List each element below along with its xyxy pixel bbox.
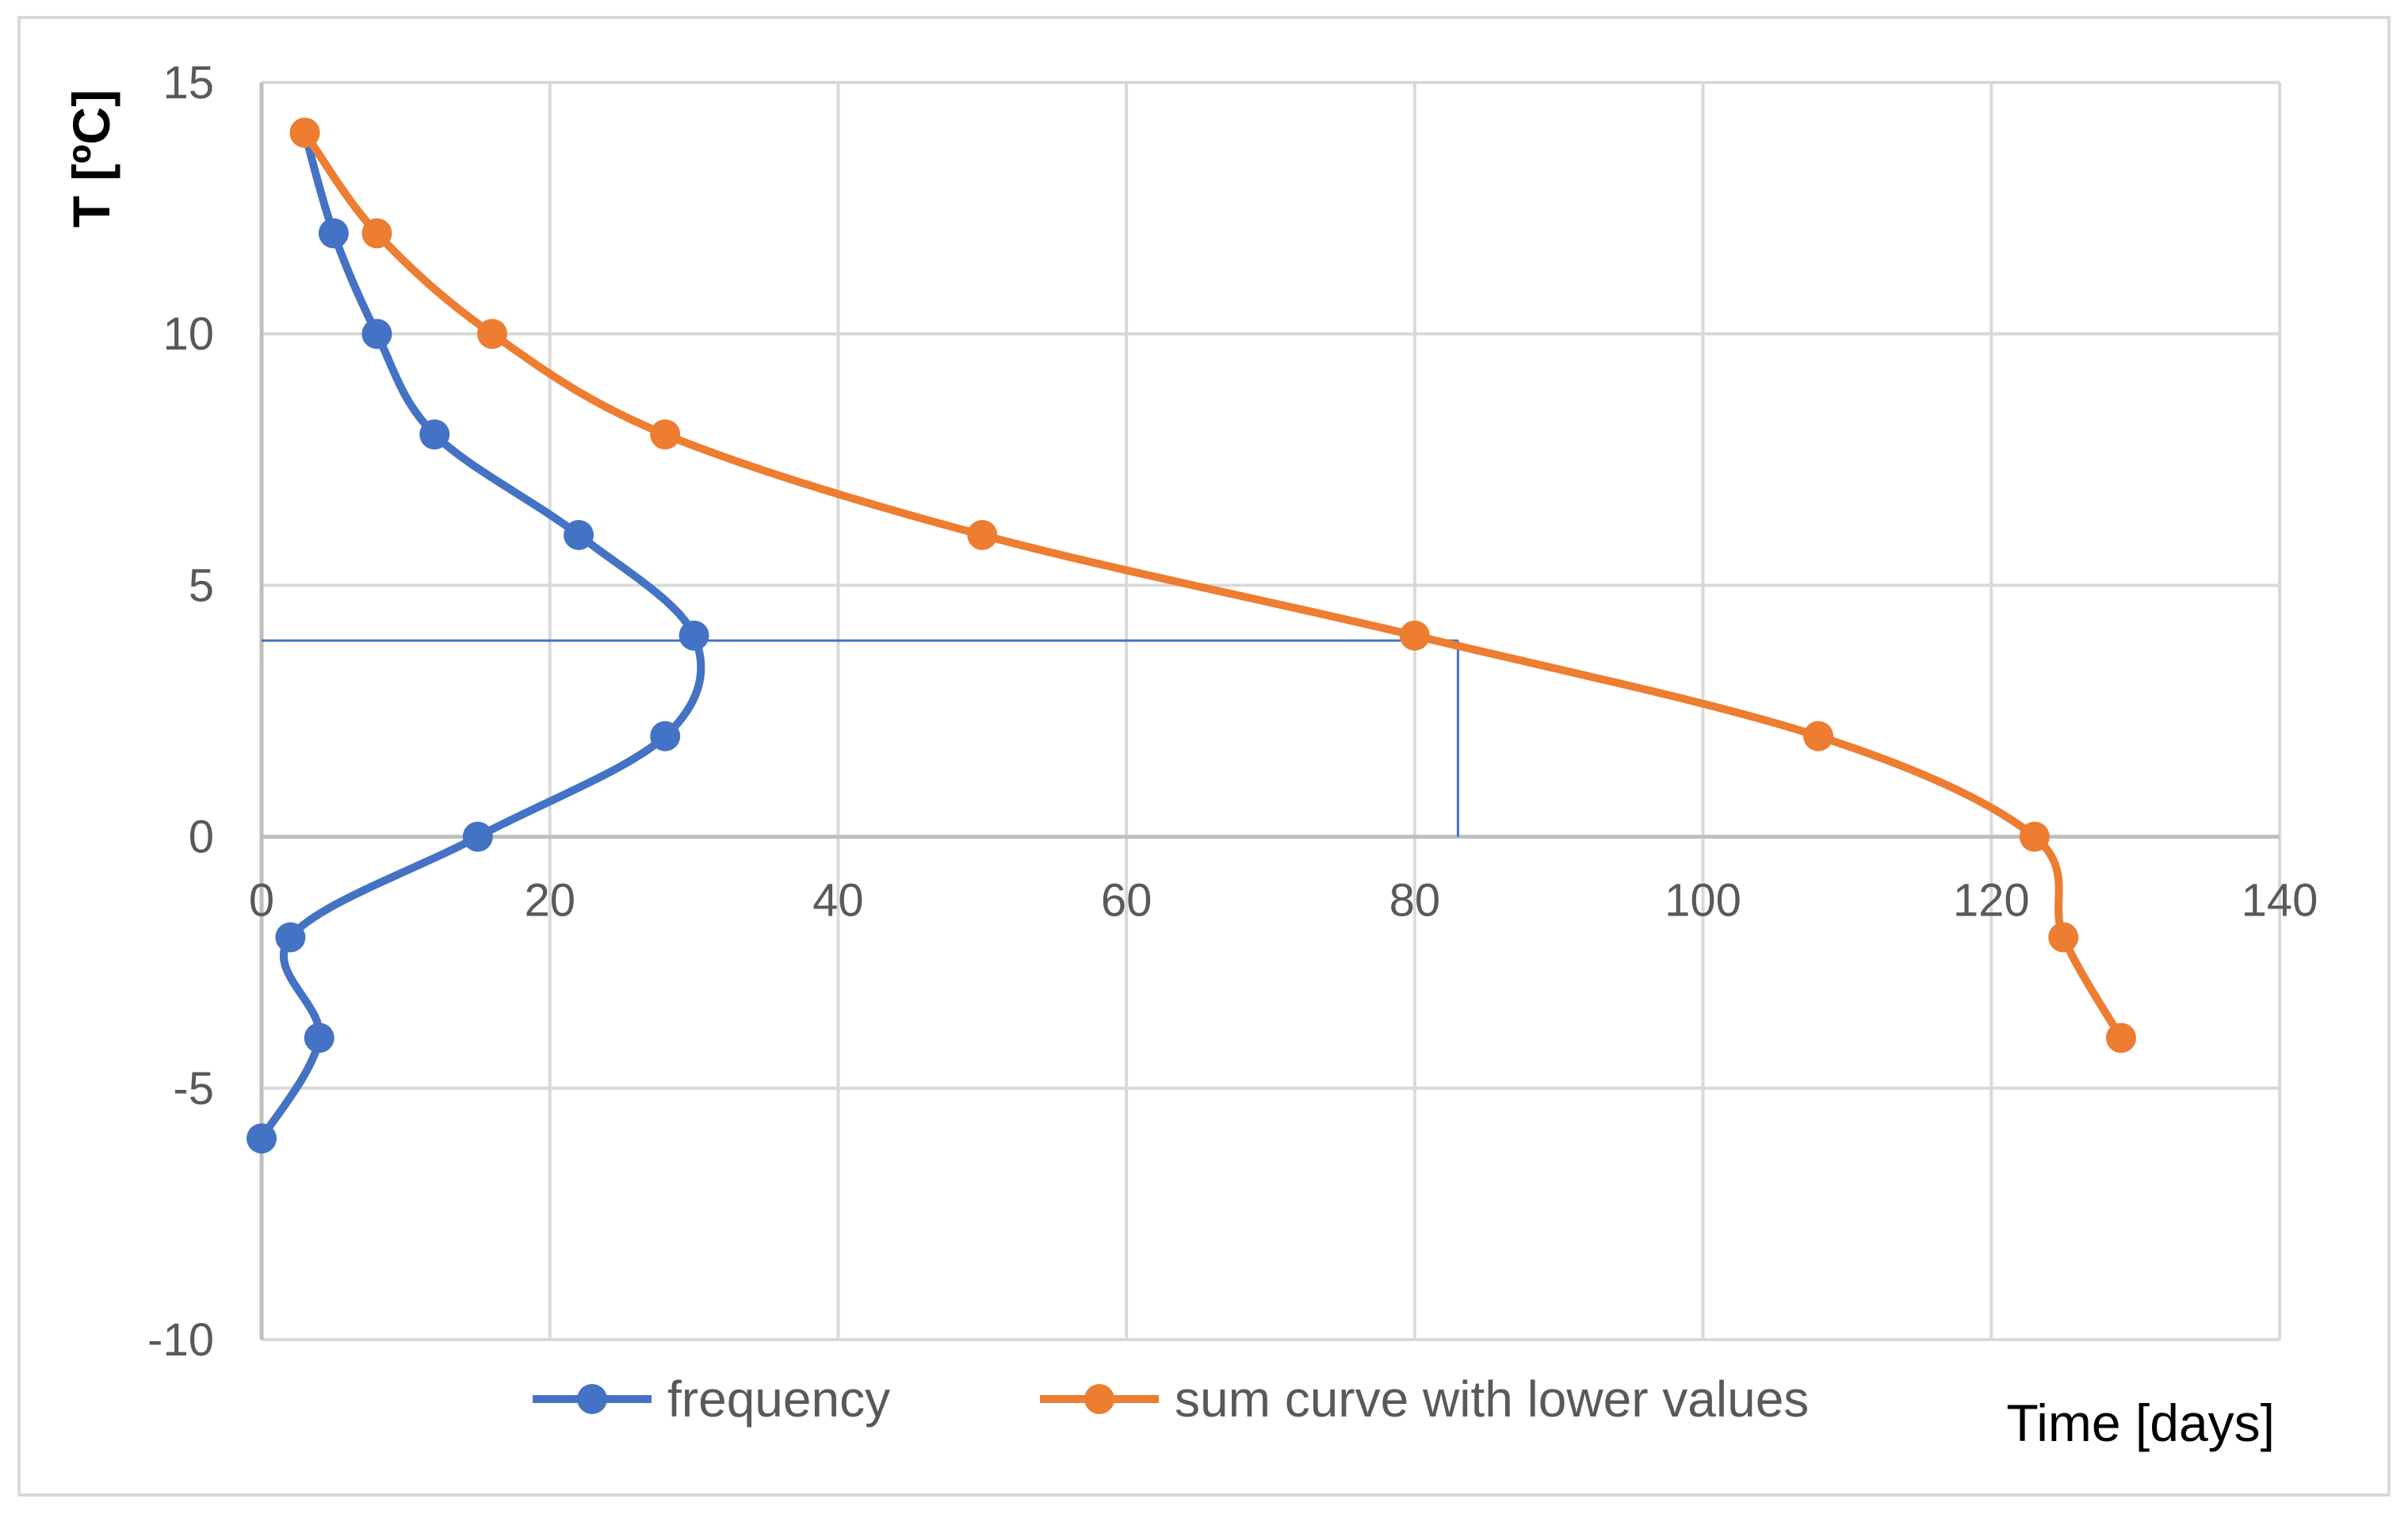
y-axis-title: T [ºC] <box>62 90 120 227</box>
label-layer: 0 20 40 60 80 100 120 140 15 10 5 0 -5 -10 T [ºC] Time … <box>62 57 2318 1452</box>
x-tick-label: 40 <box>812 875 864 927</box>
legend-swatch-marker <box>1084 1384 1114 1414</box>
data-point-sum-curve-with-lower-values <box>1399 620 1430 651</box>
data-point-frequency <box>361 319 392 350</box>
x-tick-label: 140 <box>2242 875 2318 927</box>
y-tick-label: 5 <box>189 560 214 611</box>
legend-layer: frequency sum curve with lower values <box>533 1371 1809 1428</box>
data-point-sum-curve-with-lower-values <box>289 117 320 148</box>
data-point-frequency <box>564 519 594 550</box>
data-point-frequency <box>318 218 349 249</box>
y-tick-label: 0 <box>189 812 214 863</box>
legend-label-sum-curve-with-lower-values: sum curve with lower values <box>1175 1371 1809 1428</box>
data-point-frequency <box>419 419 450 450</box>
x-axis-title: Time [days] <box>2006 1394 2275 1452</box>
data-point-frequency <box>678 620 709 651</box>
data-point-sum-curve-with-lower-values <box>361 218 392 249</box>
x-tick-label: 60 <box>1101 875 1152 927</box>
x-tick-label: 0 <box>249 875 274 927</box>
chart-frame <box>17 16 2391 1497</box>
legend-swatch-marker <box>577 1384 607 1414</box>
series-line-frequency <box>258 128 705 1143</box>
y-tick-label: -10 <box>147 1314 214 1366</box>
legend-label-frequency: frequency <box>667 1371 890 1428</box>
data-point-frequency <box>247 1123 277 1154</box>
x-tick-label: 100 <box>1665 875 1741 927</box>
x-tick-label: 120 <box>1953 875 2030 927</box>
data-point-sum-curve-with-lower-values <box>476 319 507 350</box>
data-point-sum-curve-with-lower-values <box>650 419 681 450</box>
y-tick-label: 10 <box>162 308 214 360</box>
data-point-sum-curve-with-lower-values <box>2019 821 2050 852</box>
grid-layer <box>260 81 2281 1341</box>
y-tick-label: 15 <box>162 57 214 109</box>
x-tick-label: 20 <box>524 875 575 927</box>
axis-layer <box>259 82 2280 1340</box>
annotation-layer <box>262 639 1459 837</box>
data-point-sum-curve-with-lower-values <box>2105 1023 2136 1053</box>
series-layer <box>247 117 2136 1154</box>
data-point-sum-curve-with-lower-values <box>967 519 998 550</box>
data-point-sum-curve-with-lower-values <box>1803 721 1834 751</box>
data-point-frequency <box>304 1023 334 1053</box>
data-point-frequency <box>462 821 493 852</box>
data-point-sum-curve-with-lower-values <box>2048 922 2079 953</box>
y-tick-label: -5 <box>173 1063 214 1114</box>
x-tick-label: 80 <box>1389 875 1441 927</box>
data-point-frequency <box>275 922 306 953</box>
data-point-frequency <box>650 721 681 751</box>
